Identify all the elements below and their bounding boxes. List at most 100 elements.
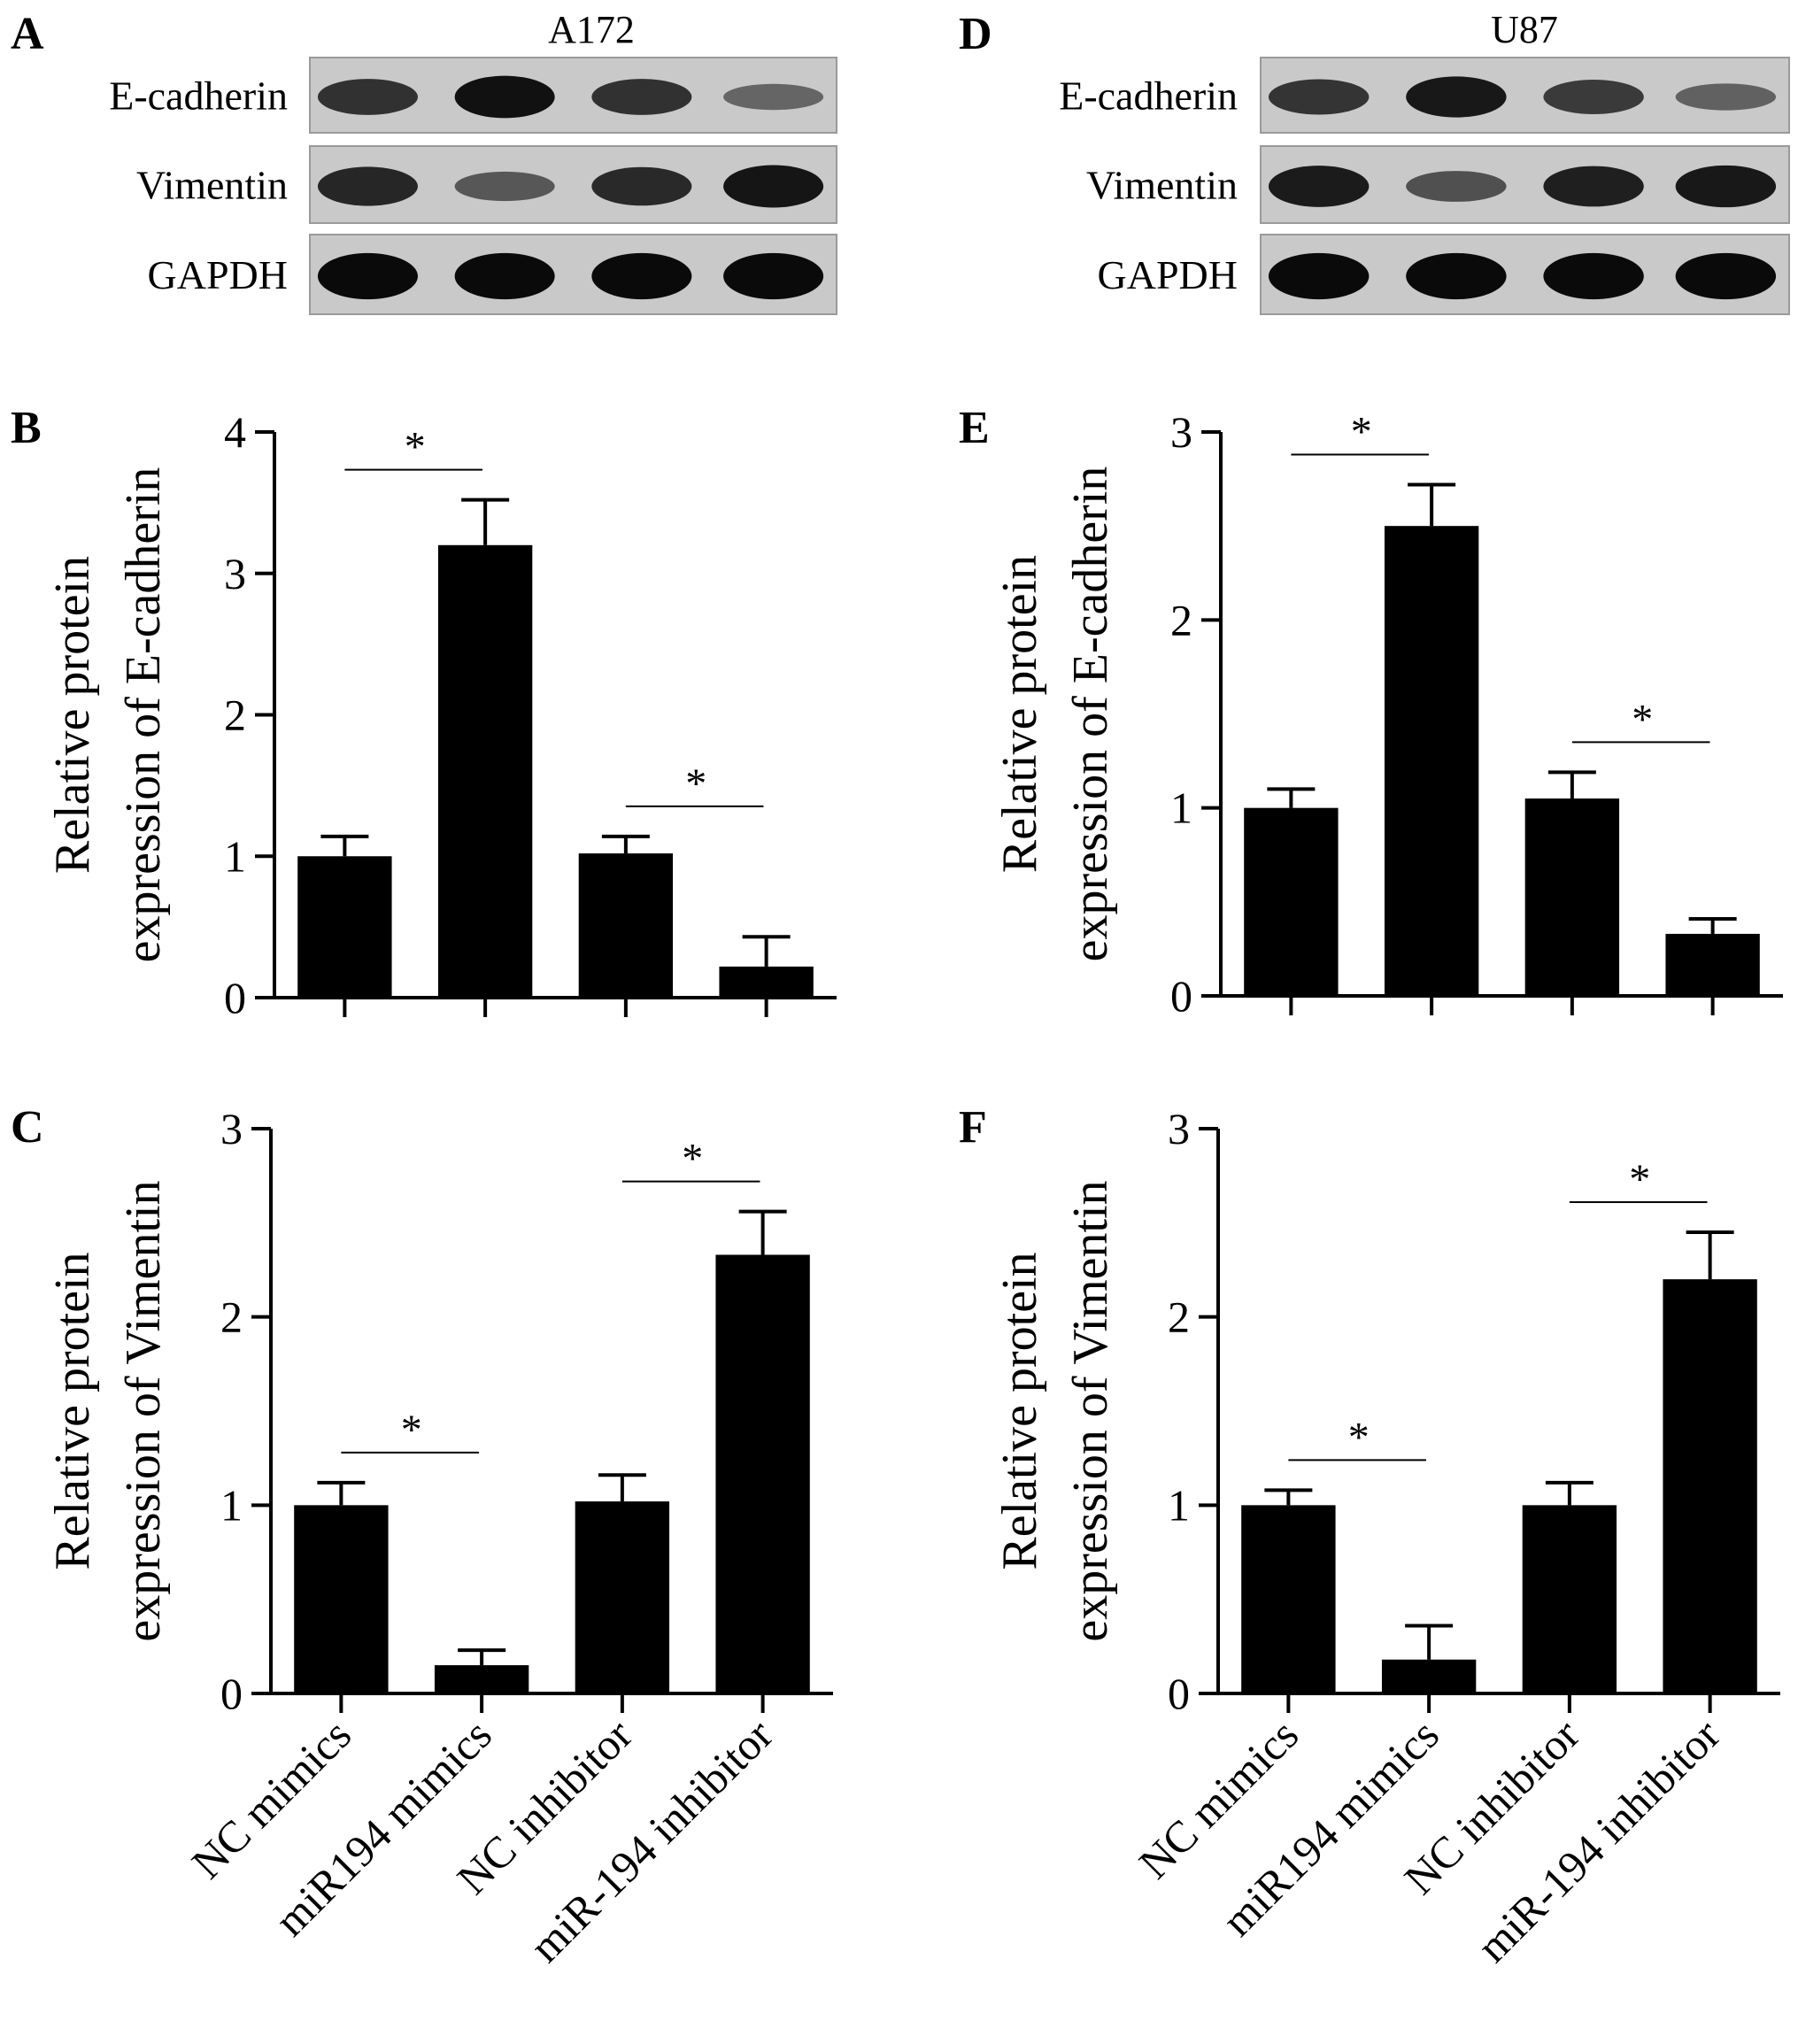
x-category-label: miR-194 inhibitor [520, 1709, 782, 1971]
bar [297, 856, 392, 998]
blot-band [1268, 166, 1370, 207]
y-axis-title-line-1: Relative protein [45, 556, 100, 874]
blot-band [1406, 76, 1507, 118]
blot-band [454, 171, 555, 202]
y-tick-label: 2 [1170, 595, 1192, 644]
blot-protein-label: E-cadherin [109, 73, 288, 119]
blot-row: Vimentin [136, 145, 837, 224]
chart-panel-f: F 0 1 2 3 Relative protein expression of Vimen… [959, 1102, 1780, 1971]
y-tick-label: 2 [220, 1292, 243, 1342]
y-tick-label: 0 [224, 973, 246, 1022]
blot-protein-label: Vimentin [136, 163, 288, 208]
y-axis-title-line-2: expression of Vimentin [1063, 1180, 1118, 1641]
significance-star: * [685, 760, 706, 807]
blot-band [1675, 252, 1777, 300]
blot-band [1675, 165, 1777, 208]
blot-band [317, 166, 418, 206]
y-tick-label: 1 [1168, 1480, 1190, 1530]
blot-cell-line-title: U87 [1491, 8, 1558, 51]
blot-band [591, 166, 692, 206]
y-tick-label: 3 [220, 1104, 243, 1153]
y-axis-title-line-2: expression of E-cadherin [116, 467, 171, 963]
blot-row: Vimentin [1086, 145, 1790, 224]
panel-letter: E [959, 403, 990, 453]
bar [1665, 933, 1760, 996]
blot-panel-d: D U87 E-cadherin Vimentin GAPDH [959, 8, 1790, 315]
y-tick-label: 3 [224, 549, 246, 598]
y-tick-label: 4 [224, 407, 246, 457]
bar [294, 1505, 389, 1693]
significance-star: * [401, 1407, 422, 1454]
blot-band [1406, 252, 1507, 300]
blot-band [1543, 166, 1644, 207]
bar [575, 1501, 670, 1693]
bar [1522, 1505, 1617, 1693]
blot-protein-label: GAPDH [1098, 252, 1238, 297]
y-tick-label: 3 [1168, 1104, 1190, 1153]
y-tick-label: 2 [1168, 1292, 1190, 1342]
y-tick-label: 2 [224, 690, 246, 740]
blot-cell-line-title: A172 [548, 8, 635, 51]
blot-row: GAPDH [148, 234, 837, 315]
blot-band [1543, 80, 1644, 114]
y-tick-label: 1 [220, 1480, 243, 1530]
blot-band [1675, 83, 1777, 111]
blot-panel-a: A A172 E-cadherin Vimentin GAPDH [11, 8, 837, 315]
bar [1524, 798, 1620, 996]
y-tick-label: 3 [1170, 407, 1192, 457]
blot-band [723, 83, 824, 111]
significance-star: * [1629, 1156, 1650, 1203]
bar [1663, 1279, 1757, 1693]
blot-protein-label: GAPDH [148, 252, 288, 297]
y-tick-label: 0 [1170, 971, 1192, 1021]
blot-band [1268, 79, 1370, 115]
bar [578, 853, 674, 998]
blot-protein-label: E-cadherin [1059, 73, 1238, 119]
significance-star: * [405, 424, 426, 471]
y-axis-title-line-1: Relative protein [992, 555, 1047, 873]
x-category-label: miR-194 inhibitor [1467, 1709, 1729, 1971]
chart-panel-e: E 0 1 2 3 Relative protein expression of E-cad… [959, 403, 1783, 1021]
panel-letter: A [11, 9, 44, 59]
y-axis-title-line-2: expression of Vimentin [116, 1180, 171, 1641]
blot-band [317, 252, 418, 300]
chart-panel-b: B 0 1 2 3 4 Relative protein expression of E-ca… [11, 403, 837, 1022]
panel-letter: C [11, 1102, 44, 1153]
bar [1244, 807, 1339, 996]
y-axis-title-line-1: Relative protein [45, 1252, 100, 1570]
bar [437, 544, 533, 998]
blot-band [723, 165, 824, 208]
bar [719, 966, 814, 998]
blot-band [1543, 252, 1644, 300]
blot-row: E-cadherin [109, 57, 837, 134]
chart-panel-c: C 0 1 2 3 Relative protein expression of Vimen… [11, 1102, 833, 1971]
bar [434, 1665, 529, 1693]
blot-protein-label: Vimentin [1086, 163, 1238, 208]
bar [1381, 1659, 1477, 1693]
y-tick-label: 1 [1170, 783, 1192, 833]
bar-charts: B 0 1 2 3 4 Relative protein expression of E-ca… [11, 403, 1783, 1971]
panel-letter: F [959, 1102, 987, 1153]
western-blots: A A172 E-cadherin Vimentin GAPDH D U87 E-cadher… [11, 8, 1790, 315]
significance-star: * [682, 1136, 703, 1183]
y-tick-label: 1 [224, 831, 246, 881]
blot-band [723, 252, 824, 300]
blot-band [454, 252, 555, 300]
blot-band [1268, 252, 1370, 300]
y-tick-label: 0 [1168, 1669, 1190, 1718]
significance-star: * [1351, 408, 1372, 455]
blot-band [317, 79, 418, 115]
y-axis-title-line-1: Relative protein [992, 1252, 1047, 1570]
panel-letter: B [11, 403, 42, 453]
panel-letter: D [959, 9, 992, 59]
y-axis-title-line-2: expression of E-cadherin [1063, 467, 1118, 962]
bar [1384, 526, 1479, 996]
blot-row: GAPDH [1098, 234, 1790, 315]
bar [1241, 1505, 1336, 1693]
blot-band [591, 252, 692, 300]
blot-row: E-cadherin [1059, 57, 1790, 134]
significance-star: * [1348, 1414, 1370, 1461]
bar [715, 1254, 810, 1693]
blot-band [454, 75, 555, 119]
